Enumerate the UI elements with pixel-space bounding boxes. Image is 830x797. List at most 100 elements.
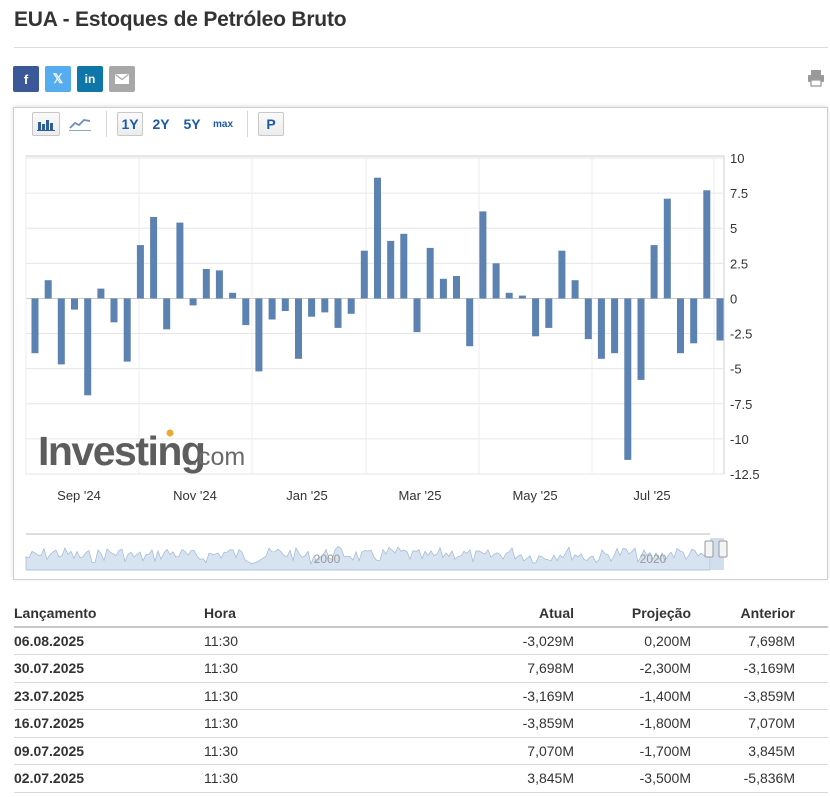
bar[interactable]: [176, 222, 184, 299]
navigator-right-handle[interactable]: [718, 540, 728, 558]
bar[interactable]: [242, 298, 250, 326]
bar[interactable]: [215, 270, 223, 299]
bar[interactable]: [44, 280, 52, 299]
bar[interactable]: [611, 298, 619, 354]
bar[interactable]: [189, 298, 197, 306]
row-previous: -3,859M: [691, 682, 795, 710]
bar[interactable]: [136, 245, 144, 299]
table-row: 30.07.2025 11:30 7,698M -2,300M -3,169M: [14, 654, 828, 683]
linkedin-share-button[interactable]: in: [77, 66, 103, 92]
bar[interactable]: [387, 240, 395, 299]
bar[interactable]: [663, 198, 671, 299]
bar[interactable]: [110, 298, 118, 323]
bar[interactable]: [677, 298, 684, 354]
row-spacer: [795, 682, 828, 710]
bar[interactable]: [281, 298, 289, 311]
row-forecast: 0,200M: [574, 627, 691, 655]
bar[interactable]: [202, 269, 210, 299]
bar[interactable]: [466, 298, 474, 347]
page-title: EUA - Estoques de Petróleo Bruto: [14, 8, 347, 31]
bar[interactable]: [439, 278, 447, 299]
line-chart-button[interactable]: [66, 112, 94, 136]
row-time: 11:30: [204, 709, 394, 738]
bar[interactable]: [716, 298, 724, 341]
bar[interactable]: [624, 298, 632, 460]
bar[interactable]: [123, 298, 131, 362]
navigator-label-2000: 2000: [314, 552, 341, 566]
bar[interactable]: [558, 250, 566, 299]
bar[interactable]: [571, 280, 579, 299]
bar[interactable]: [374, 177, 381, 299]
row-spacer: [795, 737, 828, 765]
range-max-button[interactable]: max: [212, 118, 233, 130]
row-actual: 7,070M: [394, 737, 574, 765]
row-actual: -3,029M: [394, 627, 574, 655]
bar[interactable]: [295, 298, 302, 359]
row-forecast: -1,700M: [574, 737, 691, 765]
navigator-left-handle[interactable]: [704, 540, 714, 558]
header-projecao[interactable]: Projeção: [574, 600, 691, 628]
row-date: 06.08.2025: [14, 627, 204, 655]
bar[interactable]: [545, 298, 553, 328]
bar[interactable]: [505, 292, 513, 299]
bar[interactable]: [518, 295, 526, 299]
row-date: 09.07.2025: [14, 737, 204, 765]
bar[interactable]: [532, 298, 540, 337]
bar[interactable]: [229, 292, 237, 299]
bar[interactable]: [334, 298, 342, 328]
range-navigator[interactable]: 2000 2020: [25, 530, 728, 578]
row-previous: 7,698M: [691, 627, 795, 655]
row-time: 11:30: [204, 682, 394, 710]
bar[interactable]: [637, 298, 645, 380]
toolbar-separator: [247, 111, 248, 137]
linkedin-icon: in: [84, 72, 96, 86]
y-tick-label: -2.5: [730, 327, 752, 342]
title-divider: [14, 47, 828, 48]
projection-button[interactable]: P: [258, 112, 284, 136]
bar[interactable]: [31, 298, 39, 354]
row-date: 16.07.2025: [14, 709, 204, 738]
bar[interactable]: [479, 211, 487, 299]
bar[interactable]: [690, 298, 698, 344]
investing-watermark: Investing .com: [38, 428, 245, 474]
bar-chart-button[interactable]: [32, 112, 60, 136]
bar[interactable]: [703, 190, 711, 299]
bar[interactable]: [584, 298, 592, 340]
bar[interactable]: [150, 217, 158, 299]
bar[interactable]: [597, 298, 605, 359]
facebook-share-button[interactable]: f: [13, 66, 39, 92]
bar[interactable]: [650, 245, 658, 299]
header-lancamento[interactable]: Lançamento: [14, 600, 204, 628]
bar[interactable]: [308, 298, 316, 317]
row-forecast: -3,500M: [574, 764, 691, 793]
header-hora[interactable]: Hora: [204, 600, 394, 628]
email-share-button[interactable]: [109, 66, 135, 92]
table-body: 06.08.2025 11:30 -3,029M 0,200M 7,698M 30.07.…: [14, 627, 828, 793]
bar[interactable]: [163, 298, 171, 330]
bar[interactable]: [347, 298, 355, 314]
bar[interactable]: [426, 247, 434, 299]
bar[interactable]: [413, 298, 421, 333]
row-spacer: [795, 654, 828, 683]
twitter-share-button[interactable]: 𝕏: [45, 66, 71, 92]
range-5y-button[interactable]: 5Y: [183, 116, 201, 132]
header-atual[interactable]: Atual: [394, 600, 574, 628]
bar[interactable]: [84, 298, 92, 396]
y-tick-label: 2.5: [730, 256, 748, 271]
y-tick-label: 5: [730, 221, 737, 236]
bar[interactable]: [492, 263, 500, 299]
row-time: 11:30: [204, 764, 394, 793]
bar[interactable]: [268, 298, 276, 320]
bar[interactable]: [71, 298, 78, 310]
bar[interactable]: [453, 276, 460, 299]
bar[interactable]: [57, 298, 65, 365]
bar[interactable]: [255, 298, 263, 372]
range-2y-button[interactable]: 2Y: [152, 116, 170, 132]
bar[interactable]: [321, 298, 329, 313]
header-anterior[interactable]: Anterior: [691, 600, 795, 628]
bar[interactable]: [400, 233, 408, 299]
bar[interactable]: [360, 250, 368, 299]
printer-icon[interactable]: [806, 68, 826, 88]
range-1y-button[interactable]: 1Y: [117, 112, 143, 136]
bar[interactable]: [97, 288, 105, 299]
